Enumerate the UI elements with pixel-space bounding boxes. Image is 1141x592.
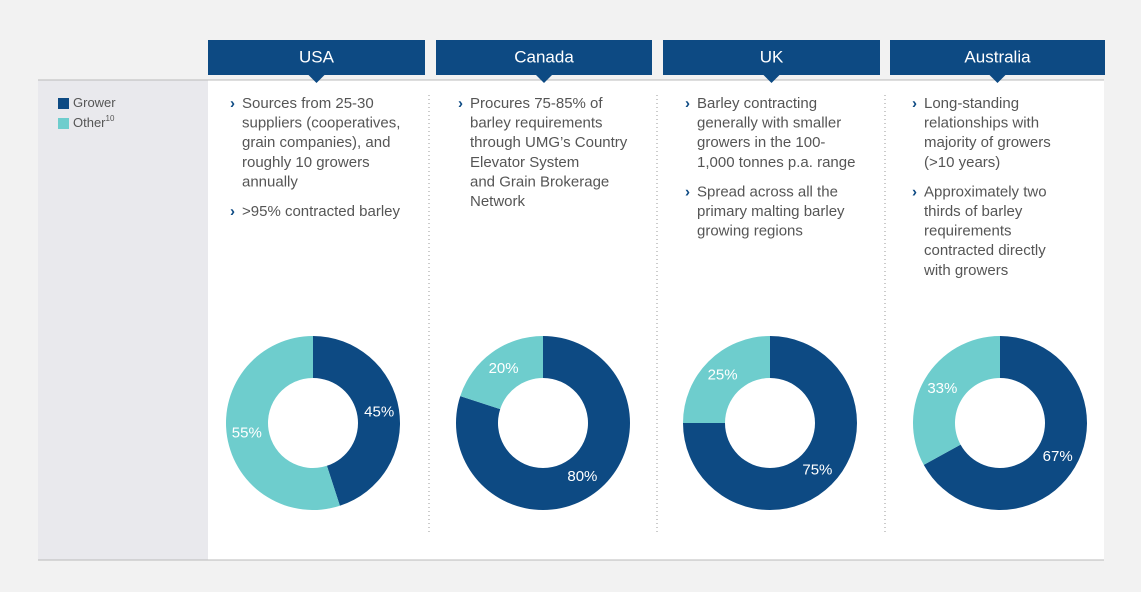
bullet-text: roughly 10 growers (242, 154, 370, 171)
header-title: USA (299, 47, 335, 66)
bullet-text: majority of growers (924, 134, 1051, 151)
bullet-marker: › (912, 95, 917, 112)
legend-label: Grower (73, 95, 116, 110)
value-label: 33% (927, 380, 957, 397)
bullet-text: primary malting barley (697, 203, 845, 220)
bullet-text: barley requirements (470, 115, 603, 132)
bullet-text: Barley contracting (697, 95, 817, 112)
bullet-text: grain companies), and (242, 134, 390, 151)
header (663, 40, 880, 75)
value-label: 75% (802, 461, 832, 478)
value-label: 25% (708, 367, 738, 384)
bullet-text: generally with smaller (697, 115, 841, 132)
donut-segment (923, 336, 1087, 510)
bullet-text: Long-standing (924, 95, 1019, 112)
bullet-text: annually (242, 173, 298, 190)
donut-segment (313, 336, 401, 506)
bullet-marker: › (685, 95, 690, 112)
header-title: Canada (514, 47, 574, 66)
bullet-text: (>10 years) (924, 154, 1000, 171)
bullet-marker: › (230, 203, 235, 220)
value-label: 20% (489, 360, 519, 377)
header-title: UK (760, 47, 784, 66)
value-label: 80% (567, 468, 597, 485)
header (890, 40, 1105, 75)
legend-swatch (58, 118, 69, 129)
donut-segment (913, 336, 1000, 465)
bullet-text: Approximately two (924, 183, 1047, 200)
value-label: 45% (364, 403, 394, 420)
donut-segment (460, 336, 543, 410)
donut-segment (683, 336, 857, 510)
legend-panel (38, 80, 208, 560)
bullet-marker: › (685, 183, 690, 200)
bullet-text: requirements (924, 223, 1012, 240)
bullet-text: 1,000 tonnes p.a. range (697, 154, 855, 171)
header-pointer (536, 75, 552, 83)
header-pointer (763, 75, 780, 83)
bullet-text: Procures 75-85% of (470, 95, 603, 112)
bullet-text: contracted directly (924, 242, 1046, 259)
bullet-text: thirds of barley (924, 203, 1023, 220)
donut-segment (226, 336, 340, 510)
bullet-text: >95% contracted barley (242, 203, 401, 220)
value-label: 55% (232, 424, 262, 441)
bullet-text: Network (470, 193, 526, 210)
header-title: Australia (964, 47, 1031, 66)
donut-segment (456, 336, 630, 510)
bullet-text: and Grain Brokerage (470, 173, 609, 190)
legend-label: Other10 (73, 114, 115, 130)
bullet-marker: › (230, 95, 235, 112)
bullet-marker: › (458, 95, 463, 112)
bullet-text: growing regions (697, 223, 803, 240)
header (436, 40, 652, 75)
header (208, 40, 425, 75)
bullet-marker: › (912, 183, 917, 200)
bullet-text: relationships with (924, 115, 1039, 132)
bullet-text: through UMG’s Country (470, 134, 628, 151)
bullet-text: growers in the 100- (697, 134, 825, 151)
bullet-text: Sources from 25-30 (242, 95, 374, 112)
donut-segment (683, 336, 770, 423)
bullet-text: suppliers (cooperatives, (242, 115, 400, 132)
bullet-text: with growers (923, 262, 1008, 279)
legend-swatch (58, 98, 69, 109)
legend-name: Other (73, 115, 106, 130)
legend-name: Grower (73, 95, 116, 110)
header-pointer (308, 75, 325, 83)
bullet-text: Spread across all the (697, 183, 838, 200)
separators (428, 95, 886, 532)
legend-sup: 10 (106, 114, 115, 123)
bullet-text: Elevator System (470, 154, 579, 171)
header-pointer (989, 75, 1006, 83)
annotation: (a) (845, 462, 857, 473)
value-label: 67% (1043, 448, 1073, 465)
